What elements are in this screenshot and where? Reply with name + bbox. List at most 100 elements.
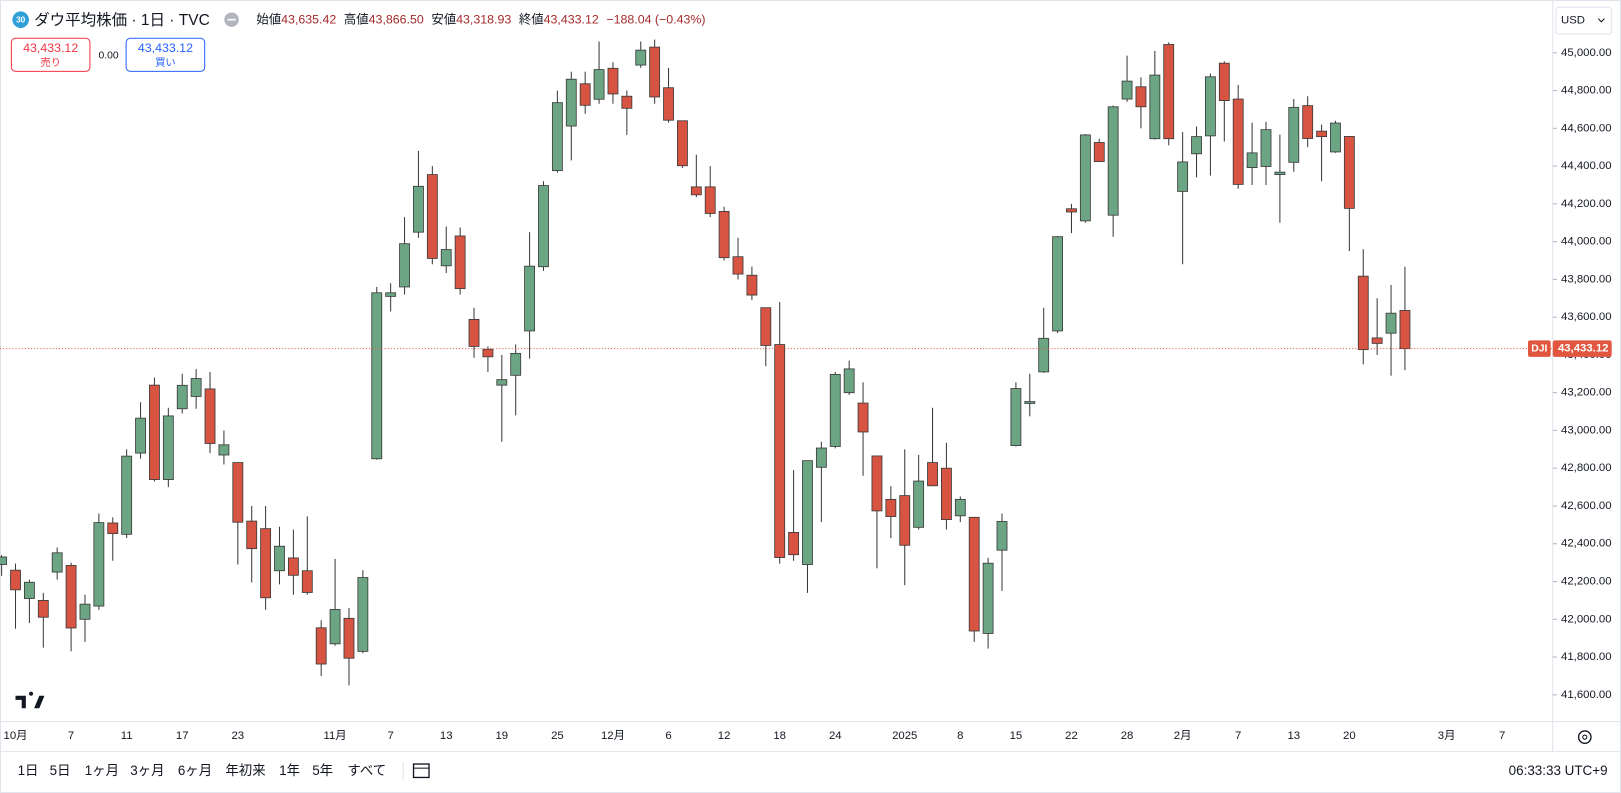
ohlc-value: 43,318.93 <box>456 13 511 27</box>
ohlc-label: 安値 <box>431 12 456 27</box>
candle-body <box>927 462 938 487</box>
candle-body <box>1191 136 1202 155</box>
candle-body <box>329 609 341 645</box>
range-button[interactable]: 5年 <box>312 763 333 778</box>
symbol-title[interactable]: ダウ平均株価 · 1日 · TVC <box>34 11 210 29</box>
range-button[interactable]: 1年 <box>279 763 300 778</box>
candle-body <box>1010 388 1022 446</box>
y-tick-label: 41,600.00 <box>1561 689 1612 701</box>
candle-body <box>1135 86 1147 108</box>
candle-body <box>1260 129 1272 167</box>
candle-body <box>204 388 216 444</box>
currency-select[interactable] <box>1555 6 1613 35</box>
candle-body <box>218 444 230 456</box>
candle-body <box>649 46 661 98</box>
x-tick-label: 20 <box>1343 730 1356 742</box>
x-tick-label: 25 <box>551 730 564 742</box>
x-tick-label: 19 <box>495 730 508 742</box>
candle-body <box>315 627 327 665</box>
candle-body <box>190 378 202 397</box>
x-tick-label: 17 <box>176 730 189 742</box>
price-symbol-box <box>1527 340 1551 357</box>
range-button[interactable]: 1日 <box>18 763 39 778</box>
candle-body <box>1399 310 1411 350</box>
range-button[interactable]: 6ヶ月 <box>178 763 212 778</box>
buy-label: 買い <box>155 57 176 69</box>
candle-body <box>1024 401 1036 404</box>
candle-body <box>1205 76 1216 137</box>
candle-body <box>663 87 674 121</box>
y-tick-label: 44,600.00 <box>1561 122 1612 134</box>
range-button[interactable]: 3ヶ月 <box>130 763 164 778</box>
candle-body <box>760 307 772 346</box>
candle-body <box>871 455 883 512</box>
candle-body <box>1316 130 1327 138</box>
candle-body <box>1107 106 1119 216</box>
y-tick-label: 42,800.00 <box>1561 462 1612 474</box>
candle-body <box>941 467 952 520</box>
candle-body <box>274 545 285 572</box>
candle-body <box>1218 62 1230 101</box>
candle-body <box>788 532 800 556</box>
x-tick-label: 12月 <box>601 730 625 742</box>
candle-body <box>149 384 160 480</box>
ohlc-label: 終値 <box>519 12 544 27</box>
candle-body <box>162 415 174 480</box>
candle-body <box>1274 171 1286 176</box>
settings-icon <box>1582 734 1588 740</box>
y-tick-label: 44,400.00 <box>1561 160 1612 172</box>
sell-button[interactable] <box>10 37 91 72</box>
candle-body <box>857 402 869 433</box>
x-tick-label: 13 <box>1287 730 1300 742</box>
candle-body <box>468 319 480 347</box>
clock: 06:33:33 UTC+9 <box>1509 763 1608 778</box>
sell-label: 売り <box>40 56 61 69</box>
candle-body <box>343 617 355 659</box>
candle-body <box>51 552 63 573</box>
candle-body <box>79 603 91 620</box>
y-tick-label: 43,200.00 <box>1561 387 1612 399</box>
candle-body <box>899 495 911 546</box>
goto-date-button[interactable] <box>412 763 430 779</box>
x-tick-label: 7 <box>1235 730 1241 742</box>
candle-body <box>718 210 730 259</box>
y-tick-label: 42,200.00 <box>1561 576 1612 588</box>
candle-body <box>23 581 35 599</box>
candle-body <box>482 348 494 358</box>
candle-body <box>246 520 258 550</box>
change: −188.04 (−0.43%) <box>606 13 705 27</box>
candle-body <box>37 599 49 618</box>
candle-body <box>607 67 619 95</box>
candle-body <box>1066 208 1077 213</box>
candle-body <box>121 455 133 535</box>
candle-body <box>385 292 397 297</box>
x-tick-label: 23 <box>231 730 244 742</box>
range-button[interactable]: 5日 <box>50 763 71 778</box>
candle-body <box>982 562 994 634</box>
candle-body <box>65 565 77 629</box>
candle-body <box>1357 275 1369 351</box>
range-button[interactable]: 年初来 <box>225 763 265 778</box>
tv-logo[interactable] <box>15 691 45 709</box>
candle-body <box>690 186 702 196</box>
range-button[interactable]: 1ヶ月 <box>85 763 119 778</box>
x-tick-label: 11 <box>121 730 133 742</box>
ohlc-label: 高値 <box>344 12 369 27</box>
candle-body <box>538 185 549 268</box>
candle-body <box>579 83 591 106</box>
candle-body <box>635 49 647 66</box>
buy-button[interactable] <box>125 37 206 72</box>
x-tick-label: 7 <box>68 730 74 742</box>
candle-body <box>621 95 633 109</box>
x-tick-label: 22 <box>1065 730 1078 742</box>
y-tick-label: 41,800.00 <box>1561 651 1612 663</box>
settings-button[interactable] <box>1577 730 1592 745</box>
candle-body <box>454 235 466 290</box>
candle-body <box>496 379 508 386</box>
y-tick-label: 43,800.00 <box>1561 273 1612 285</box>
candle-body <box>1385 312 1397 334</box>
range-button[interactable]: すべて <box>347 763 386 778</box>
